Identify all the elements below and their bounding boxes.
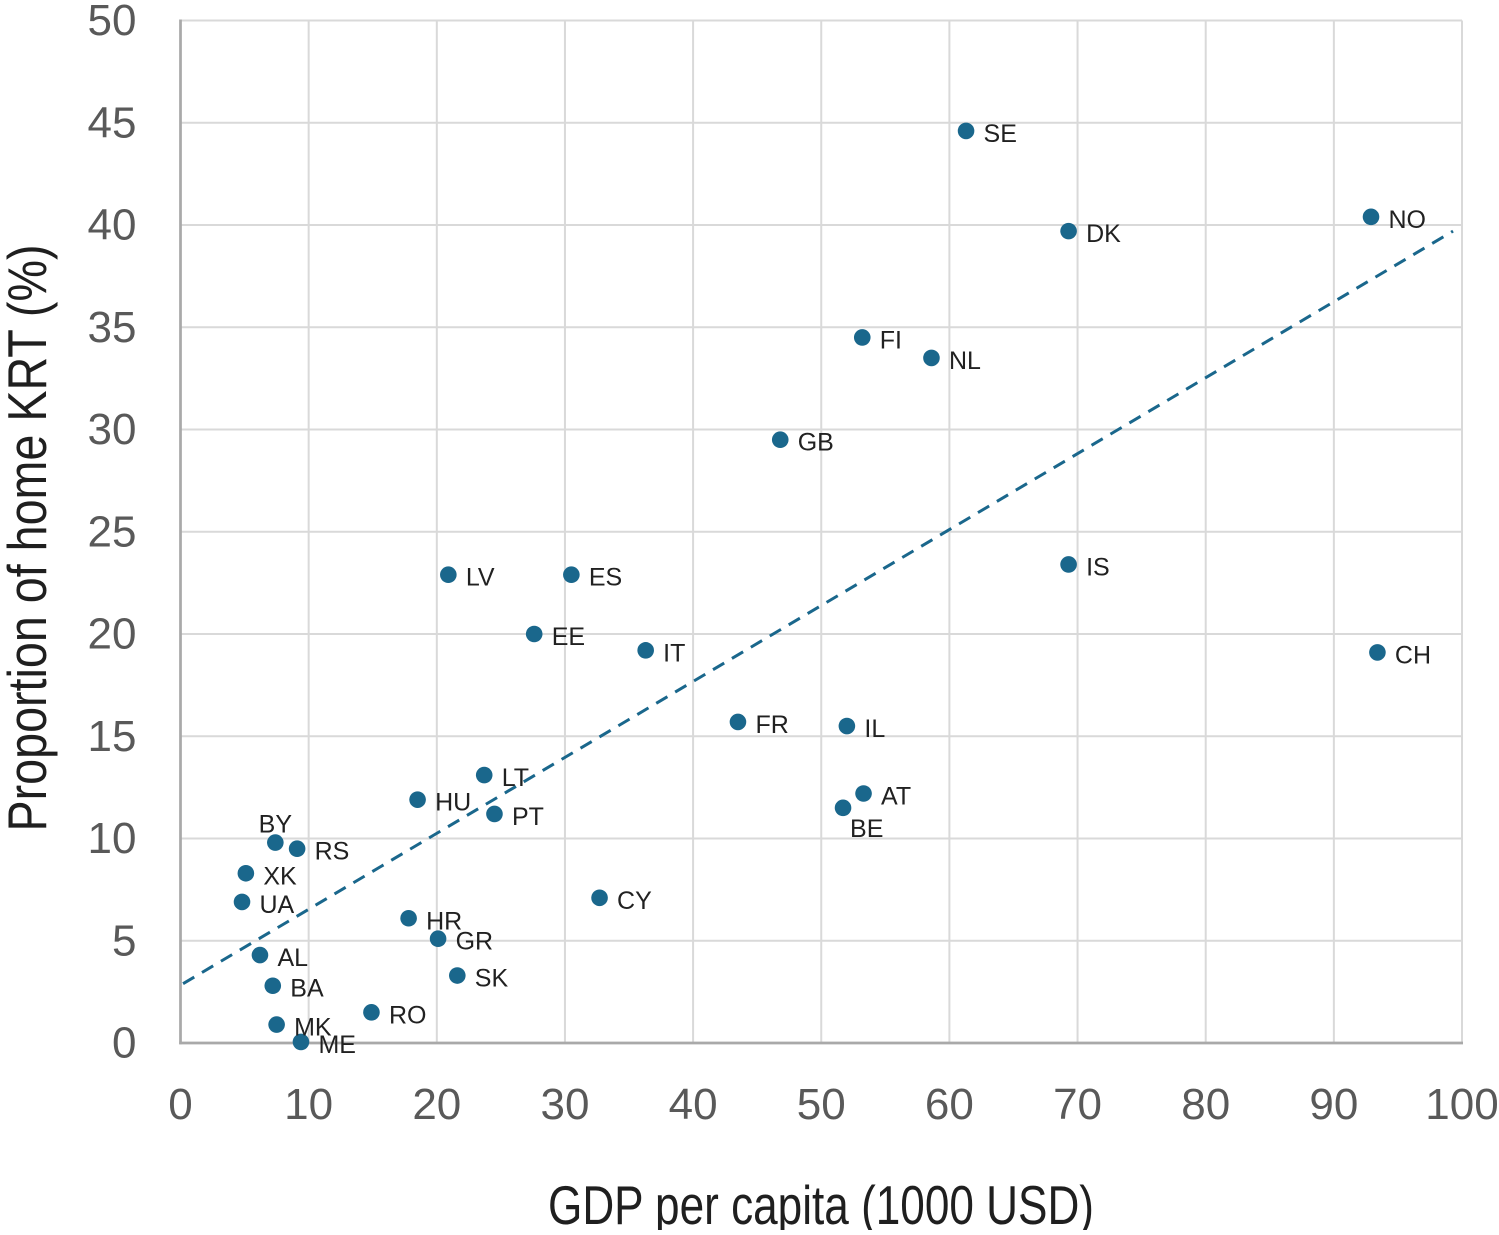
- data-points: [233, 122, 1386, 1051]
- y-tick-label: 40: [88, 201, 137, 250]
- y-tick-label: 0: [112, 1019, 136, 1068]
- data-point-EE: [525, 625, 543, 643]
- data-point-ME: [292, 1033, 310, 1051]
- data-point-IT: [637, 642, 654, 659]
- x-tick-label: 50: [797, 1080, 846, 1129]
- data-point-NO: [1362, 208, 1380, 226]
- y-tick-label: 45: [88, 98, 137, 147]
- x-axis-title: GDP per capita (1000 USD): [548, 1174, 1094, 1230]
- data-point-GR: [429, 930, 447, 948]
- point-label-LV: LV: [466, 564, 495, 592]
- gridlines: [180, 19, 1463, 1043]
- point-label-EE: EE: [552, 623, 585, 651]
- data-point-HU: [409, 791, 426, 808]
- point-label-UA: UA: [260, 891, 295, 919]
- data-point-BE: [834, 799, 852, 817]
- point-label-IS: IS: [1086, 553, 1110, 581]
- y-tick-label: 35: [88, 303, 137, 352]
- data-point-IL: [838, 717, 856, 735]
- x-tick-label: 90: [1309, 1080, 1358, 1129]
- point-label-PT: PT: [512, 803, 544, 831]
- point-labels: SE NO DK FI NL GB IS LV ES EE IT CH FR IL LT AT HU BE PT BY…: [259, 120, 1431, 1059]
- data-point-HR: [400, 909, 417, 927]
- x-tick-label: 60: [925, 1080, 974, 1129]
- data-point-IS: [1060, 556, 1077, 573]
- point-label-BY: BY: [259, 811, 293, 839]
- data-point-RS: [288, 840, 306, 858]
- y-tick-label: 25: [88, 507, 137, 556]
- data-point-CY: [591, 889, 608, 907]
- y-tick-label: 50: [88, 0, 137, 45]
- data-point-DK: [1060, 222, 1077, 240]
- data-point-SK: [449, 967, 466, 984]
- data-point-LV: [440, 566, 457, 583]
- point-label-BA: BA: [290, 975, 324, 1003]
- point-label-AL: AL: [277, 944, 308, 972]
- axis-lines: [179, 19, 1463, 1045]
- data-point-FR: [729, 713, 747, 731]
- data-point-PT: [486, 805, 503, 823]
- point-label-LT: LT: [502, 764, 529, 792]
- point-label-RO: RO: [389, 1001, 427, 1029]
- point-label-NL: NL: [949, 347, 981, 375]
- data-point-AL: [251, 946, 269, 964]
- data-point-RO: [363, 1004, 380, 1021]
- y-tick-label: 15: [88, 712, 137, 761]
- point-label-CH: CH: [1395, 641, 1431, 669]
- point-label-IL: IL: [864, 715, 885, 743]
- y-tick-label: 30: [88, 405, 137, 454]
- trendline-group: [182, 229, 1454, 985]
- data-point-SE: [957, 122, 975, 140]
- point-label-HR: HR: [426, 907, 462, 935]
- point-label-HU: HU: [435, 789, 471, 817]
- point-label-ME: ME: [318, 1031, 356, 1059]
- trendline: [182, 229, 1454, 985]
- data-point-MK: [268, 1016, 285, 1033]
- x-tick-label: 80: [1181, 1080, 1230, 1129]
- data-point-BA: [264, 977, 282, 995]
- data-point-XK: [237, 864, 255, 882]
- point-label-ES: ES: [589, 564, 622, 592]
- point-label-BE: BE: [850, 815, 883, 843]
- point-label-GR: GR: [456, 928, 494, 956]
- x-tick-label: 0: [168, 1080, 192, 1129]
- point-label-RS: RS: [315, 838, 350, 866]
- point-label-AT: AT: [881, 783, 911, 811]
- point-label-CY: CY: [617, 887, 652, 915]
- data-point-UA: [233, 893, 251, 911]
- point-label-FR: FR: [755, 711, 788, 739]
- x-tick-label: 10: [284, 1080, 333, 1129]
- x-tick-label: 20: [412, 1080, 461, 1129]
- point-label-SK: SK: [475, 965, 509, 993]
- point-label-FI: FI: [880, 326, 902, 354]
- data-point-AT: [855, 785, 872, 802]
- data-point-GB: [771, 431, 789, 449]
- y-tick-label: 5: [112, 916, 136, 965]
- x-tick-label: 100: [1425, 1080, 1498, 1129]
- y-tick-label: 20: [88, 610, 137, 659]
- point-label-DK: DK: [1086, 220, 1121, 248]
- data-point-FI: [853, 329, 871, 346]
- point-label-SE: SE: [984, 120, 1017, 148]
- point-label-XK: XK: [263, 862, 297, 890]
- x-tick-label: 40: [669, 1080, 718, 1129]
- point-label-MK: MK: [294, 1014, 332, 1042]
- data-point-LT: [475, 766, 493, 784]
- data-point-NL: [923, 349, 940, 367]
- data-point-BY: [267, 834, 284, 851]
- y-axis-title: Proportion of home KRT (%): [0, 245, 58, 832]
- point-label-GB: GB: [798, 429, 834, 457]
- tick-labels: 0 10 20 30 40 50 60 70 80 90 100 0 5 10 15 20 25 30 35 40 45…: [88, 0, 1499, 1129]
- point-label-IT: IT: [663, 639, 685, 667]
- x-tick-label: 70: [1053, 1080, 1102, 1129]
- point-label-NO: NO: [1389, 206, 1427, 234]
- x-tick-label: 30: [540, 1080, 589, 1129]
- data-point-ES: [563, 566, 580, 583]
- data-point-CH: [1369, 644, 1386, 661]
- y-tick-label: 10: [88, 814, 137, 863]
